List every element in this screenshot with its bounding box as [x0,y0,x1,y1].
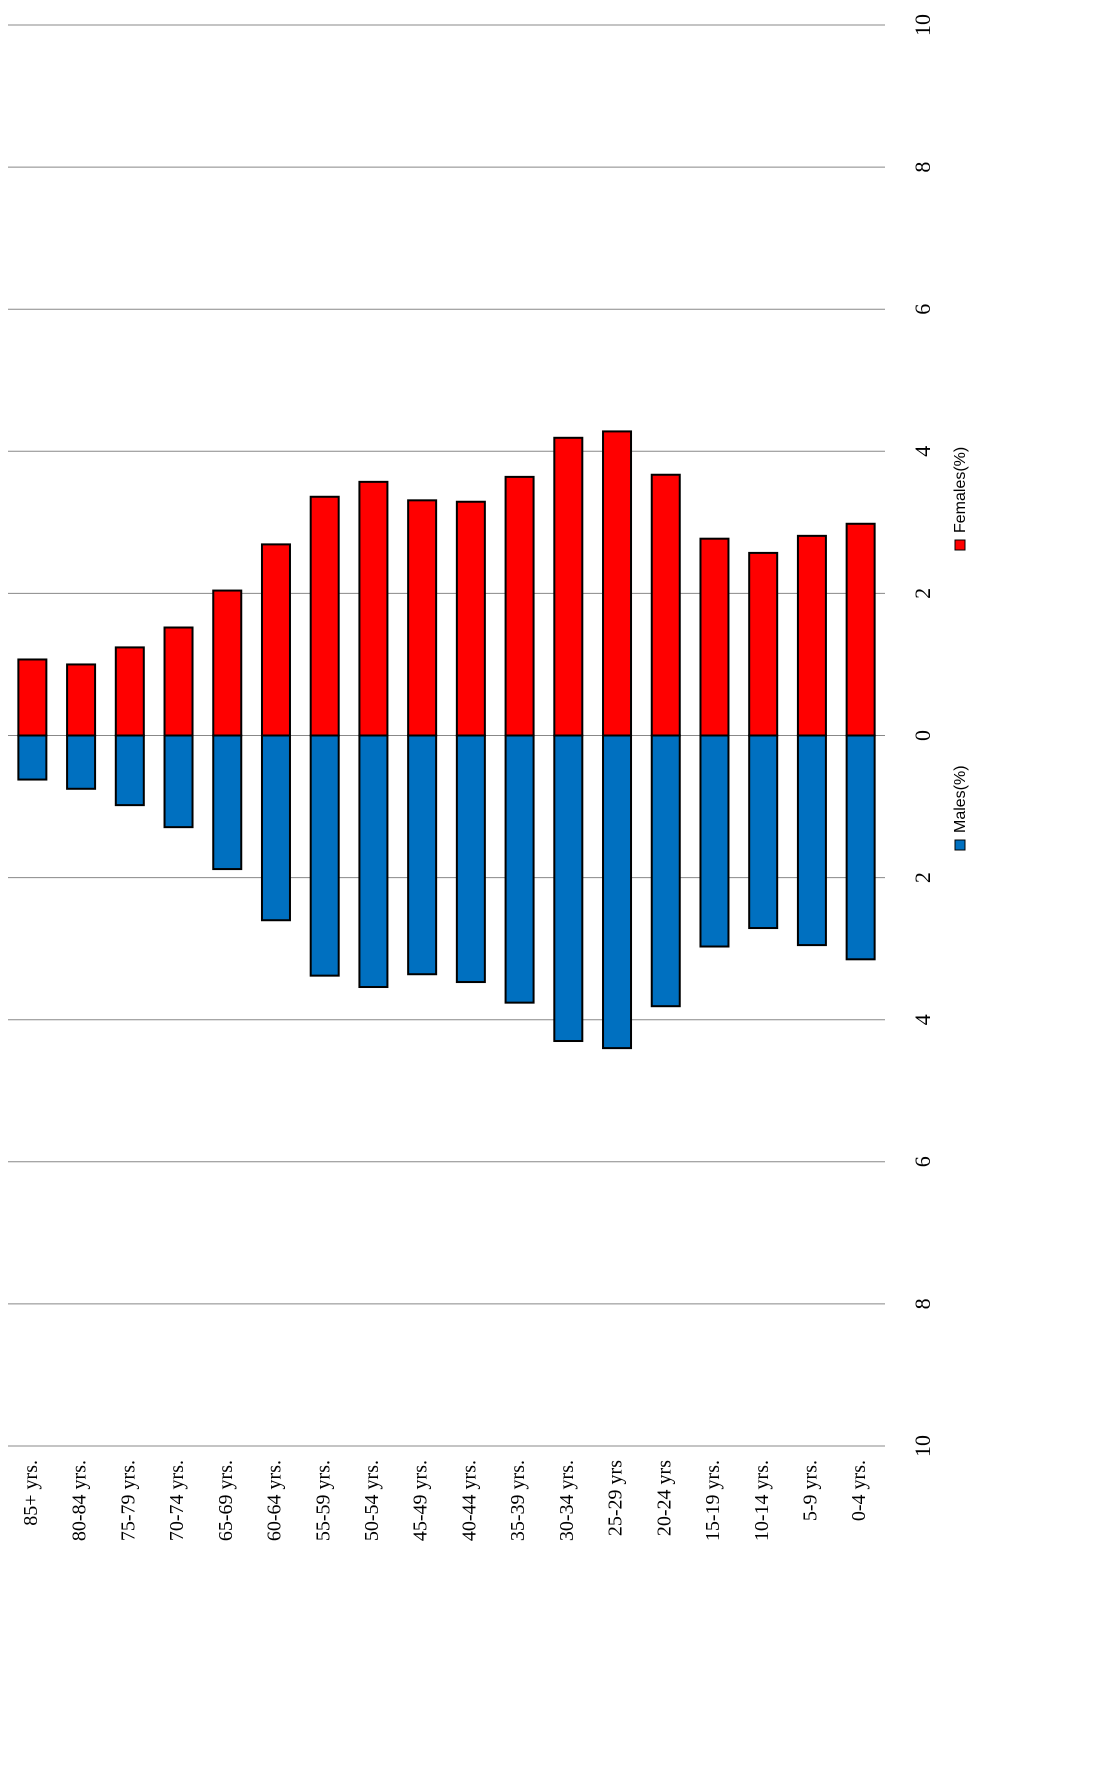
y-tick-label: 6 [910,304,935,315]
bar [163,734,194,829]
legend-label: Females(%) [952,447,969,533]
bar [407,499,438,737]
bar [699,537,730,737]
bar [212,589,243,737]
bar [845,522,876,737]
x-tick-label: 80-84 yrs. [69,1460,91,1541]
x-tick-label: 15-19 yrs. [702,1460,724,1541]
bar [17,658,48,737]
bar [212,734,243,871]
x-tick-label: 55-59 yrs. [312,1460,334,1541]
bar [553,436,584,737]
y-tick-label: 2 [910,588,935,599]
bar [650,473,681,737]
x-tick-label: 70-74 yrs. [166,1460,188,1541]
x-tick-label: 25-29 yrs [605,1460,627,1536]
x-tick-label: 10-14 yrs. [751,1460,773,1541]
x-tick-label: 0-4 yrs. [848,1460,870,1521]
bar [602,430,633,737]
bar [260,734,291,922]
bar [455,734,486,984]
y-tick-label: 4 [910,446,935,457]
bar [114,646,145,737]
y-tick-label: 4 [910,1014,935,1025]
y-tick-label: 10 [910,1435,935,1457]
bar [845,734,876,961]
x-tick-label: 45-49 yrs. [410,1460,432,1541]
x-tick-label: 40-44 yrs. [458,1460,480,1541]
y-tick-label: 2 [910,872,935,883]
y-tick-label: 8 [910,1298,935,1309]
bar [358,480,389,737]
bar [114,734,145,807]
y-tick-label: 6 [910,1156,935,1167]
x-tick-label: 65-69 yrs. [215,1460,237,1541]
x-tick-label: 5-9 yrs. [800,1460,822,1521]
bar [748,734,779,930]
y-tick-label: 8 [910,162,935,173]
x-tick-label: 35-39 yrs. [507,1460,529,1541]
x-tick-label: 60-64 yrs. [264,1460,286,1541]
bar [407,734,438,976]
legend-swatch [954,539,966,551]
x-tick-label: 20-24 yrs [653,1460,675,1536]
y-tick-label: 0 [910,730,935,741]
legend-swatch [954,839,966,851]
x-tick-label: 30-34 yrs. [556,1460,578,1541]
bar [455,500,486,737]
bar [504,734,535,1004]
bar [504,475,535,737]
bar [309,734,340,977]
bar [260,543,291,737]
x-tick-label: 85+ yrs. [20,1460,42,1526]
bar [358,734,389,989]
bar [309,495,340,737]
y-tick-label: 10 [910,14,935,36]
bar [699,734,730,948]
bar [553,734,584,1043]
legend-label: Males(%) [952,765,969,833]
bar [66,663,97,737]
bar [748,551,779,737]
bar [602,734,633,1050]
bar [796,534,827,737]
bar [163,626,194,737]
bar [17,734,48,781]
bar [650,734,681,1008]
bar [796,734,827,947]
bar [66,734,97,790]
x-tick-label: 50-54 yrs. [361,1460,383,1541]
x-tick-label: 75-79 yrs. [117,1460,139,1541]
